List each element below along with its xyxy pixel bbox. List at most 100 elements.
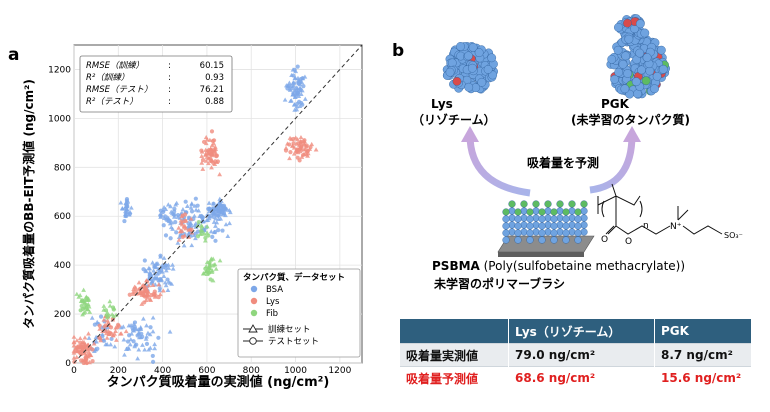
brush-bead <box>508 207 516 215</box>
chem-sulfonate: SO₃⁻ <box>724 231 743 240</box>
pgk-protein-illustration <box>606 14 670 99</box>
point-lys <box>299 144 304 150</box>
point-bsa <box>123 208 128 214</box>
point-lys <box>208 146 214 151</box>
brush-bead <box>574 229 582 237</box>
point-lys <box>97 323 102 328</box>
point-lys <box>211 138 217 143</box>
point-lys <box>287 142 292 147</box>
atom-sphere <box>477 77 487 87</box>
atom-sphere <box>474 48 484 58</box>
point-bsa <box>108 342 114 347</box>
point-bsa <box>118 200 124 205</box>
point-fib <box>79 303 84 309</box>
point-fib <box>87 309 93 314</box>
point-bsa <box>223 212 228 218</box>
point-lys <box>313 147 319 152</box>
brush-bead <box>514 229 522 237</box>
brush-bead <box>562 236 570 244</box>
data-points <box>71 64 319 366</box>
point-bsa <box>123 200 129 205</box>
point-fib <box>110 305 116 310</box>
point-fib <box>195 223 201 228</box>
point-bsa <box>128 205 134 210</box>
brush-bead <box>514 215 522 223</box>
point-lys <box>82 341 88 347</box>
brush-bead <box>502 215 510 223</box>
point-bsa <box>297 103 303 108</box>
point-bsa <box>161 223 166 228</box>
brush-bead <box>514 222 522 230</box>
point-bsa <box>136 335 142 340</box>
point-fib <box>104 315 110 320</box>
point-bsa <box>132 344 138 349</box>
atom-sphere <box>456 42 465 51</box>
point-bsa <box>175 214 181 219</box>
predict-label: 吸着量を予測 <box>527 155 599 170</box>
lys-protein-illustration <box>442 42 498 94</box>
point-bsa <box>139 331 144 336</box>
chem-oxygen-ester: O <box>625 237 632 247</box>
brush-bead <box>520 214 528 222</box>
chem-nitrogen: N⁺ <box>670 222 682 232</box>
point-fib <box>77 292 83 298</box>
point-bsa <box>147 271 153 276</box>
point-bsa <box>121 337 127 342</box>
point-bsa <box>119 205 125 211</box>
point-lys <box>106 331 112 337</box>
point-bsa <box>193 235 198 241</box>
brush-bead <box>508 214 516 222</box>
point-bsa <box>301 83 306 89</box>
point-bsa <box>132 320 138 325</box>
point-bsa <box>112 344 118 349</box>
point-bsa <box>188 205 194 210</box>
brush-bead <box>568 207 576 215</box>
legend-swatch-lys <box>250 297 258 305</box>
atom-sphere <box>641 76 651 86</box>
point-lys <box>203 140 209 146</box>
point-bsa <box>282 97 288 102</box>
point-bsa <box>124 346 129 351</box>
atom-sphere <box>656 45 666 55</box>
atom-sphere <box>618 59 628 69</box>
table-header-lys: Lys（リゾチーム） <box>508 319 655 344</box>
point-lys <box>107 322 112 327</box>
point-bsa <box>165 287 171 293</box>
point-bsa <box>216 227 221 233</box>
atom-sphere <box>447 58 457 68</box>
x-tick-label: 600 <box>198 366 215 376</box>
point-fib <box>85 307 91 312</box>
atom-sphere <box>621 51 630 61</box>
point-bsa <box>291 73 296 78</box>
point-bsa <box>196 208 202 213</box>
stat-value: 0.93 <box>205 73 224 83</box>
table-row-predicted: 吸着量予測値 68.6 ng/cm² 15.6 ng/cm² <box>400 366 751 389</box>
point-bsa <box>159 262 165 268</box>
point-bsa <box>158 214 164 219</box>
point-bsa <box>292 107 298 112</box>
point-bsa <box>118 325 124 330</box>
point-bsa <box>294 104 300 109</box>
brush-bead <box>574 236 582 244</box>
identity-line <box>73 44 363 364</box>
point-bsa <box>211 214 216 220</box>
atom-sphere <box>623 18 632 28</box>
point-bsa <box>166 279 172 284</box>
point-bsa <box>170 226 176 231</box>
point-bsa <box>287 87 293 92</box>
point-bsa <box>145 330 151 335</box>
brush-bead <box>532 221 540 229</box>
point-bsa <box>125 339 131 344</box>
atom-sphere <box>635 19 645 29</box>
point-bsa <box>221 203 227 208</box>
point-lys <box>83 357 88 362</box>
psbma-fullname: (Poly(sulfobetaine methacrylate)) <box>480 259 685 273</box>
point-fib <box>204 271 210 276</box>
brush-bead <box>556 214 564 222</box>
point-bsa <box>162 280 168 285</box>
brush-bead <box>550 229 558 237</box>
point-fib <box>204 224 210 229</box>
point-bsa <box>150 260 156 265</box>
point-fib <box>208 277 213 282</box>
point-fib <box>107 303 113 308</box>
